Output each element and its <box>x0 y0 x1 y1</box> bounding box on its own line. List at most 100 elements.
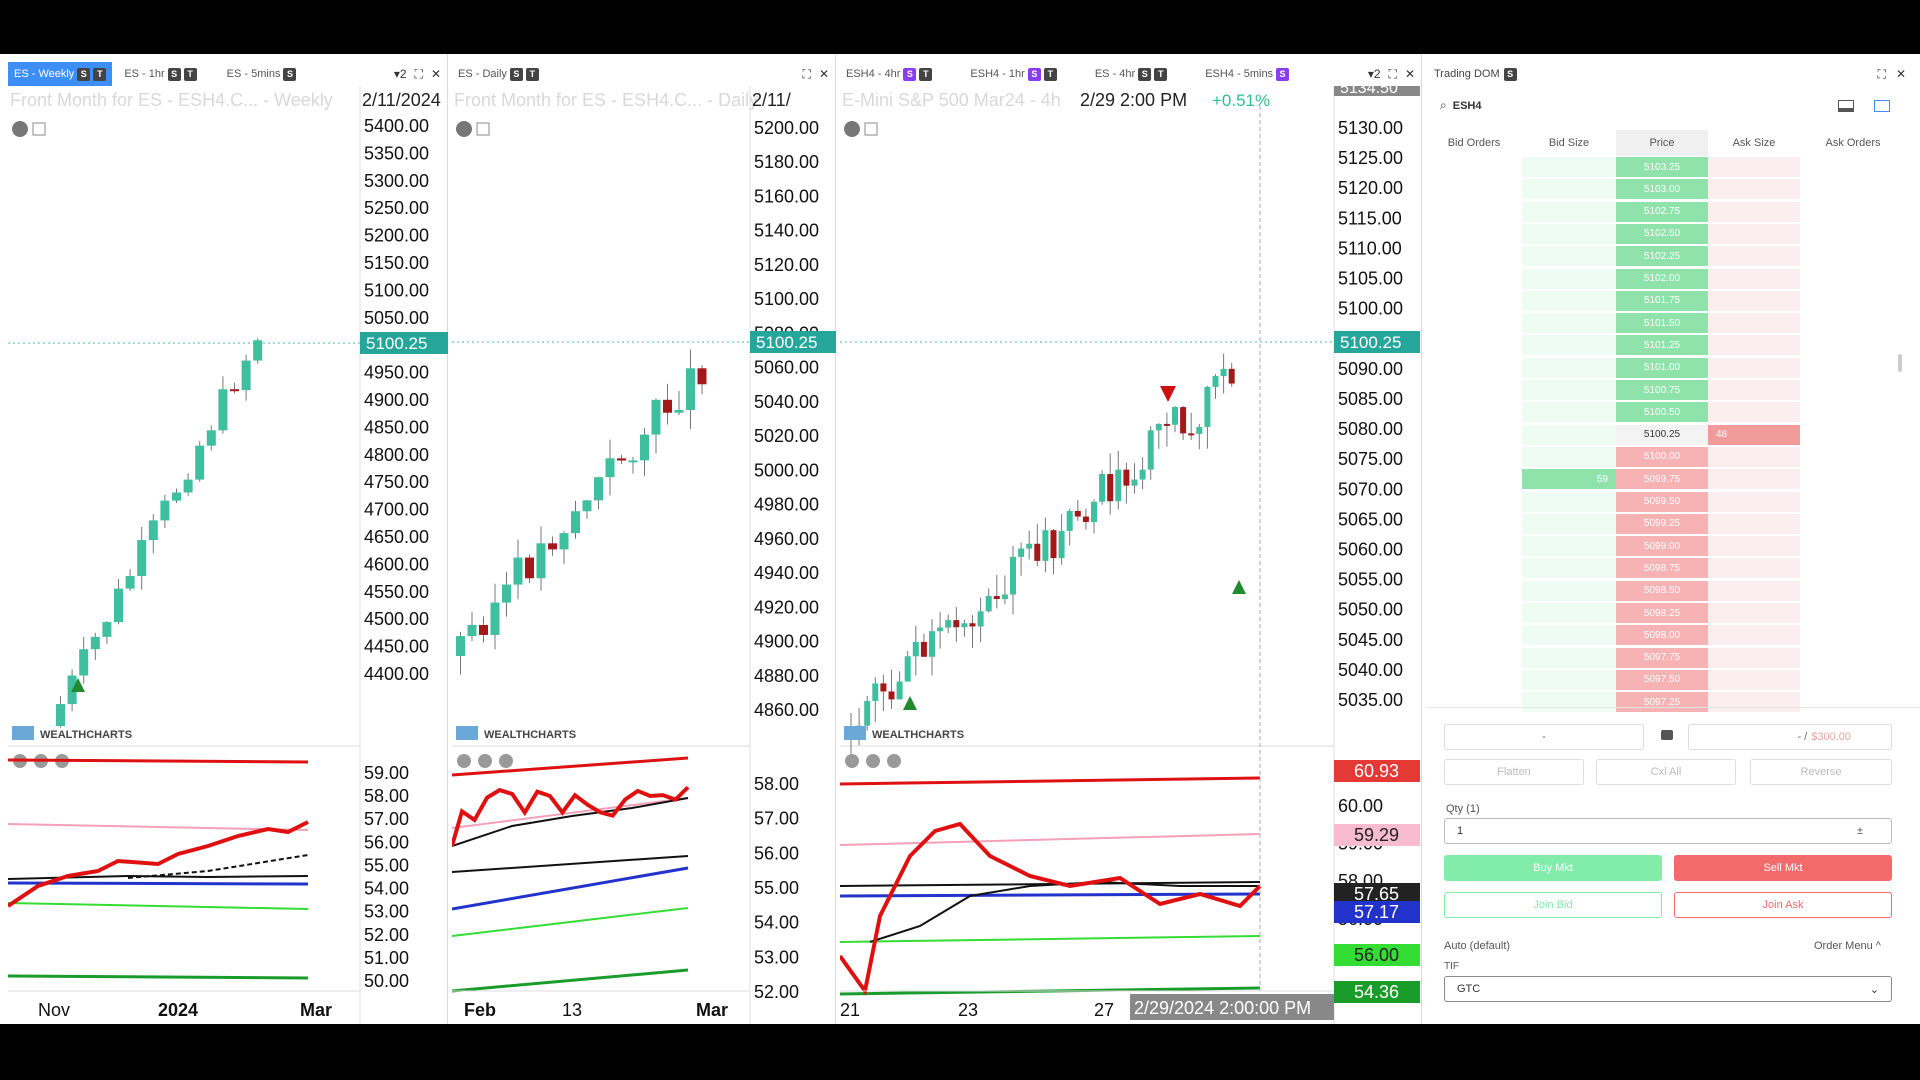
close-icon[interactable]: ✕ <box>1404 67 1415 81</box>
bid-size-cell[interactable]: 59 <box>1522 469 1616 491</box>
bid-size-cell[interactable] <box>1522 625 1616 647</box>
price-cell[interactable]: 5100.25 <box>1616 424 1708 446</box>
settings-icon[interactable] <box>1874 100 1890 112</box>
tab-esh4-4hr[interactable]: ESH4 - 4hr S T <box>840 62 938 86</box>
price-cell[interactable]: 5103.00 <box>1616 179 1708 201</box>
price-cell[interactable]: 5099.75 <box>1616 469 1708 491</box>
ask-size-cell[interactable] <box>1708 603 1800 624</box>
chart-canvas[interactable]: Front Month for ES - ESH4.C... - Daily2/… <box>452 86 836 1024</box>
bid-size-cell[interactable] <box>1522 446 1616 468</box>
price-cell[interactable]: 5098.75 <box>1616 558 1708 580</box>
close-icon[interactable]: ✕ <box>430 67 441 81</box>
ask-size-cell[interactable] <box>1708 380 1800 401</box>
ask-size-cell[interactable] <box>1708 669 1800 691</box>
price-cell[interactable]: 5101.25 <box>1616 335 1708 357</box>
maximize-icon[interactable]: ⛶ <box>802 66 811 81</box>
price-cell[interactable]: 5102.00 <box>1616 268 1708 290</box>
ask-size-cell[interactable] <box>1708 268 1800 290</box>
bid-size-cell[interactable] <box>1522 290 1616 312</box>
qty-stepper[interactable]: ± <box>1856 825 1863 837</box>
ask-size-cell[interactable] <box>1708 491 1800 513</box>
bid-size-cell[interactable] <box>1522 669 1616 691</box>
ask-size-cell[interactable] <box>1708 692 1800 714</box>
price-cell[interactable]: 5099.25 <box>1616 513 1708 535</box>
ask-size-cell[interactable] <box>1708 313 1800 335</box>
ask-size-cell[interactable] <box>1708 246 1800 268</box>
price-cell[interactable]: 5101.00 <box>1616 357 1708 379</box>
price-cell[interactable]: 5100.00 <box>1616 446 1708 468</box>
symbol-search[interactable]: ⌕ ESH4 <box>1440 98 1481 113</box>
ask-size-cell[interactable] <box>1708 647 1800 669</box>
ask-size-cell[interactable] <box>1708 357 1800 379</box>
sell-market-button[interactable]: Sell Mkt <box>1674 855 1892 881</box>
ask-size-cell[interactable] <box>1708 402 1800 424</box>
dom-scrollbar[interactable] <box>1898 354 1902 372</box>
price-cell[interactable]: 5102.25 <box>1616 246 1708 268</box>
price-cell[interactable]: 5097.50 <box>1616 669 1708 691</box>
bid-size-cell[interactable] <box>1522 580 1616 602</box>
tif-select[interactable]: GTC ⌄ <box>1444 976 1892 1002</box>
bid-size-cell[interactable] <box>1522 513 1616 535</box>
price-cell[interactable]: 5101.50 <box>1616 313 1708 335</box>
bid-size-cell[interactable] <box>1522 268 1616 290</box>
ask-size-cell[interactable] <box>1708 335 1800 357</box>
bid-size-cell[interactable] <box>1522 201 1616 223</box>
price-cell[interactable]: 5097.75 <box>1616 647 1708 669</box>
ask-size-cell[interactable] <box>1708 179 1800 201</box>
price-cell[interactable]: 5098.25 <box>1616 603 1708 624</box>
price-cell[interactable]: 5101.75 <box>1616 290 1708 312</box>
bid-size-cell[interactable] <box>1522 313 1616 335</box>
chart-canvas[interactable]: E-Mini S&P 500 Mar24 - 4h 2/29 2:00 PM +0.… <box>840 86 1422 1024</box>
ask-size-cell[interactable] <box>1708 201 1800 223</box>
chart-canvas[interactable]: Front Month for ES - ESH4.C... - Weekly 2… <box>8 86 448 1024</box>
ask-size-cell[interactable] <box>1708 625 1800 647</box>
bid-size-cell[interactable] <box>1522 157 1616 178</box>
reverse-button[interactable]: Reverse <box>1750 759 1892 785</box>
price-cell[interactable]: 5100.75 <box>1616 380 1708 401</box>
ask-size-cell[interactable]: 48 <box>1708 424 1800 446</box>
ask-size-cell[interactable] <box>1708 469 1800 491</box>
bid-size-cell[interactable] <box>1522 179 1616 201</box>
qty-input[interactable]: 1 ± <box>1444 818 1892 844</box>
ask-size-cell[interactable] <box>1708 580 1800 602</box>
bid-size-cell[interactable] <box>1522 335 1616 357</box>
bid-size-cell[interactable] <box>1522 692 1616 714</box>
bid-size-cell[interactable] <box>1522 558 1616 580</box>
bid-size-cell[interactable] <box>1522 491 1616 513</box>
ask-size-cell[interactable] <box>1708 558 1800 580</box>
price-cell[interactable]: 5102.50 <box>1616 223 1708 245</box>
tab-es-daily[interactable]: ES - Daily S T <box>452 62 545 86</box>
price-cell[interactable]: 5099.00 <box>1616 536 1708 558</box>
ask-size-cell[interactable] <box>1708 446 1800 468</box>
maximize-icon[interactable]: ⛶ <box>1877 66 1886 81</box>
tab-es-1hr[interactable]: ES - 1hr S T <box>118 62 202 86</box>
bid-size-cell[interactable] <box>1522 246 1616 268</box>
bid-size-cell[interactable] <box>1522 536 1616 558</box>
close-icon[interactable]: ✕ <box>1895 66 1906 81</box>
bid-size-cell[interactable] <box>1522 603 1616 624</box>
join-bid-button[interactable]: Join Bid <box>1444 892 1662 918</box>
price-cell[interactable]: 5098.00 <box>1616 625 1708 647</box>
bid-size-cell[interactable] <box>1522 424 1616 446</box>
price-cell[interactable]: 5099.50 <box>1616 491 1708 513</box>
order-menu-toggle[interactable]: Order Menu ^ <box>1814 940 1881 952</box>
flatten-button[interactable]: Flatten <box>1444 759 1584 785</box>
dom-column-header[interactable]: Bid Orders <box>1447 137 1501 149</box>
price-cell[interactable]: 5100.50 <box>1616 402 1708 424</box>
ask-size-cell[interactable] <box>1708 157 1800 178</box>
dom-column-header[interactable]: Price <box>1616 130 1708 156</box>
bid-size-cell[interactable] <box>1522 402 1616 424</box>
price-cell[interactable]: 5102.75 <box>1616 201 1708 223</box>
close-icon[interactable]: ✕ <box>818 67 829 81</box>
cancel-all-button[interactable]: Cxl All <box>1596 759 1736 785</box>
dom-column-header[interactable]: Bid Size <box>1548 137 1590 149</box>
ask-size-cell[interactable] <box>1708 290 1800 312</box>
tab-es-4hr[interactable]: ES - 4hr S T <box>1089 62 1173 86</box>
tab-overflow-button[interactable]: ▾2 <box>1367 67 1381 81</box>
tab-esh4-5mins[interactable]: ESH4 - 5mins S <box>1199 62 1295 86</box>
price-cell[interactable]: 5103.25 <box>1616 157 1708 178</box>
lock-icon[interactable] <box>1661 730 1673 740</box>
bid-size-cell[interactable] <box>1522 647 1616 669</box>
tab-es-5mins[interactable]: ES - 5mins S <box>221 62 303 86</box>
ask-size-cell[interactable] <box>1708 513 1800 535</box>
